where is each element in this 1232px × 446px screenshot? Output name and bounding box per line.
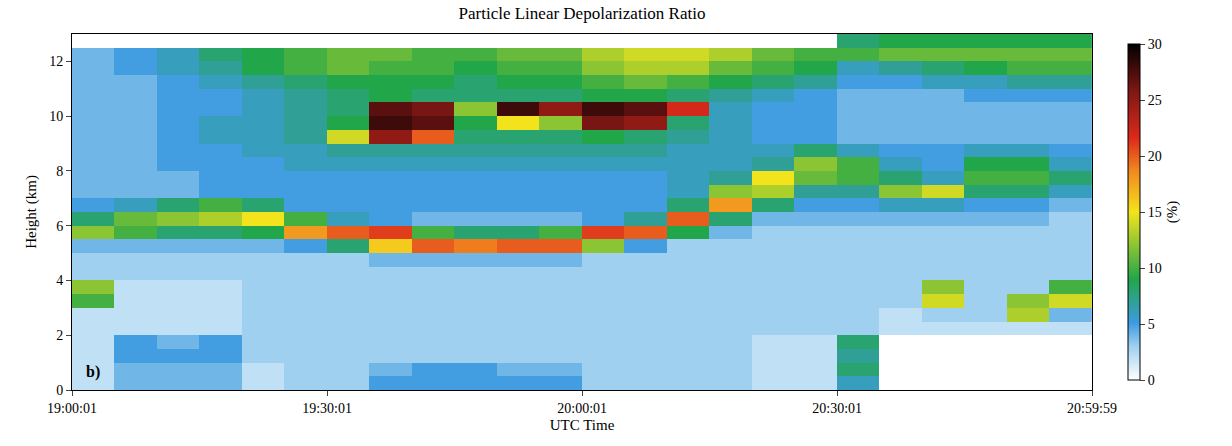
- svg-text:b): b): [86, 363, 100, 381]
- svg-text:19:30:01: 19:30:01: [302, 401, 352, 416]
- svg-text:Particle Linear Depolarization: Particle Linear Depolarization Ratio: [459, 4, 706, 23]
- svg-text:20:30:01: 20:30:01: [812, 401, 862, 416]
- svg-text:0: 0: [56, 383, 63, 398]
- svg-text:20:00:01: 20:00:01: [557, 401, 607, 416]
- svg-text:5: 5: [1148, 317, 1155, 332]
- svg-text:30: 30: [1148, 37, 1162, 52]
- svg-text:19:00:01: 19:00:01: [47, 401, 97, 416]
- svg-text:10: 10: [1148, 261, 1162, 276]
- svg-text:20:59:59: 20:59:59: [1067, 401, 1117, 416]
- svg-text:8: 8: [56, 164, 63, 179]
- svg-text:20: 20: [1148, 149, 1162, 164]
- svg-text:10: 10: [49, 109, 63, 124]
- svg-text:Height (km): Height (km): [23, 175, 40, 249]
- svg-text:4: 4: [56, 273, 63, 288]
- svg-text:15: 15: [1148, 205, 1162, 220]
- svg-text:6: 6: [56, 219, 63, 234]
- svg-text:(%): (%): [1164, 201, 1181, 224]
- svg-text:2: 2: [56, 328, 63, 343]
- svg-text:0: 0: [1148, 373, 1155, 388]
- svg-text:UTC Time: UTC Time: [550, 417, 615, 433]
- svg-text:12: 12: [49, 54, 63, 69]
- svg-text:25: 25: [1148, 93, 1162, 108]
